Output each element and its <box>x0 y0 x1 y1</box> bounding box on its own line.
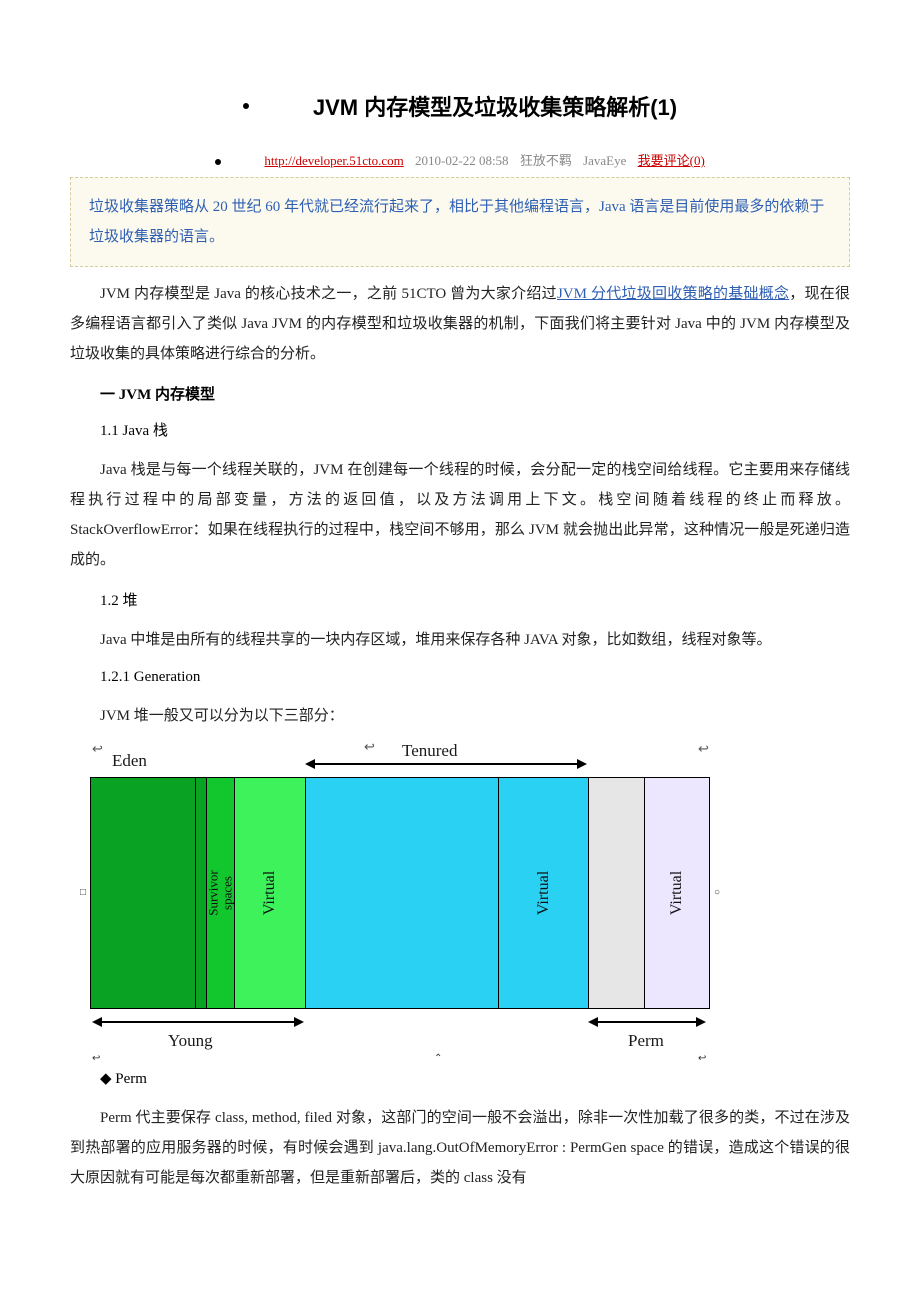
section-1-1-heading: 1.1 Java 栈 <box>70 419 850 440</box>
tilde-icon: ↩ <box>92 1053 100 1064</box>
source-link[interactable]: http://developer.51cto.com <box>264 153 403 168</box>
section-1-1-body: Java 栈是与每一个线程关联的，JVM 在创建每一个线程的时候，会分配一定的栈… <box>70 455 850 575</box>
eden-label: Eden <box>112 751 147 771</box>
young-label: Young <box>168 1031 213 1051</box>
tenured-arrow-icon <box>305 757 587 771</box>
perm-arrow-icon <box>588 1015 706 1029</box>
publish-datetime: 2010-02-22 08:58 <box>415 153 509 168</box>
heap-segment <box>589 778 644 1008</box>
source-site: JavaEye <box>583 153 626 168</box>
diagram-body: Survivorspaces Virtual Virtual Virtual <box>90 777 710 1009</box>
summary-box: 垃圾收集器策略从 20 世纪 60 年代就已经流行起来了，相比于其他编程语言，J… <box>70 177 850 267</box>
author-name: 狂放不羁 <box>520 153 572 168</box>
tick-icon: □ <box>80 887 86 898</box>
heap-generation-diagram: ↩ ↩ ↩ Eden Tenured □ ○ SurvivorspacesVir… <box>90 743 710 1055</box>
tilde-icon: ↩ <box>698 741 709 757</box>
intro-prefix: JVM 内存模型是 Java 的核心技术之一，之前 51CTO 曾为大家介绍过 <box>100 286 557 302</box>
title-row: JVM 内存模型及垃圾收集策略解析(1) <box>70 90 850 122</box>
intro-paragraph: JVM 内存模型是 Java 的核心技术之一，之前 51CTO 曾为大家介绍过J… <box>70 279 850 369</box>
document-page: JVM 内存模型及垃圾收集策略解析(1) http://developer.51… <box>70 0 850 1245</box>
heap-segment: Survivorspaces <box>207 778 236 1008</box>
segment-label: Virtual <box>535 871 553 915</box>
heap-segment: Virtual <box>645 778 710 1008</box>
tilde-icon: ↩ <box>698 1053 706 1064</box>
section-1-2-1-intro: JVM 堆一般又可以分为以下三部分： <box>70 701 850 731</box>
perm-body: Perm 代主要保存 class, method, filed 对象，这部门的空… <box>70 1103 850 1193</box>
diagram-top-labels: ↩ ↩ ↩ Eden Tenured <box>90 743 710 777</box>
article-title: JVM 内存模型及垃圾收集策略解析(1) <box>313 95 677 120</box>
diagram-bottom-labels: Young Perm ↩ ⌃ ↩ <box>90 1009 710 1055</box>
summary-text: 垃圾收集器策略从 20 世纪 60 年代就已经流行起来了，相比于其他编程语言，J… <box>89 199 824 245</box>
intro-link[interactable]: JVM 分代垃圾回收策略的基础概念 <box>557 286 789 302</box>
tick-icon: ○ <box>714 887 720 898</box>
bullet-icon <box>215 159 221 165</box>
section-1-2-1-heading: 1.2.1 Generation <box>70 669 850 686</box>
tilde-icon: ⌃ <box>434 1053 442 1064</box>
section-1-2-heading: 1.2 堆 <box>70 589 850 610</box>
segment-label: Virtual <box>261 871 279 915</box>
tilde-icon: ↩ <box>364 739 375 755</box>
segment-label: Virtual <box>668 871 686 915</box>
heap-segment <box>306 778 500 1008</box>
comment-link[interactable]: 我要评论(0) <box>638 153 705 168</box>
bullet-icon <box>243 103 249 109</box>
section-1-heading: 一 JVM 内存模型 <box>70 383 850 404</box>
tilde-icon: ↩ <box>92 741 103 757</box>
section-1-2-body: Java 中堆是由所有的线程共享的一块内存区域，堆用来保存各种 JAVA 对象，… <box>70 625 850 655</box>
perm-label: Perm <box>628 1031 664 1051</box>
article-meta: http://developer.51cto.com 2010-02-22 08… <box>70 150 850 169</box>
young-arrow-icon <box>92 1015 304 1029</box>
heap-segment: Virtual <box>499 778 589 1008</box>
heap-segment <box>90 778 196 1008</box>
heap-segment: Virtual <box>235 778 305 1008</box>
perm-heading: ◆ Perm <box>70 1069 850 1088</box>
segment-label: Survivorspaces <box>206 870 235 916</box>
